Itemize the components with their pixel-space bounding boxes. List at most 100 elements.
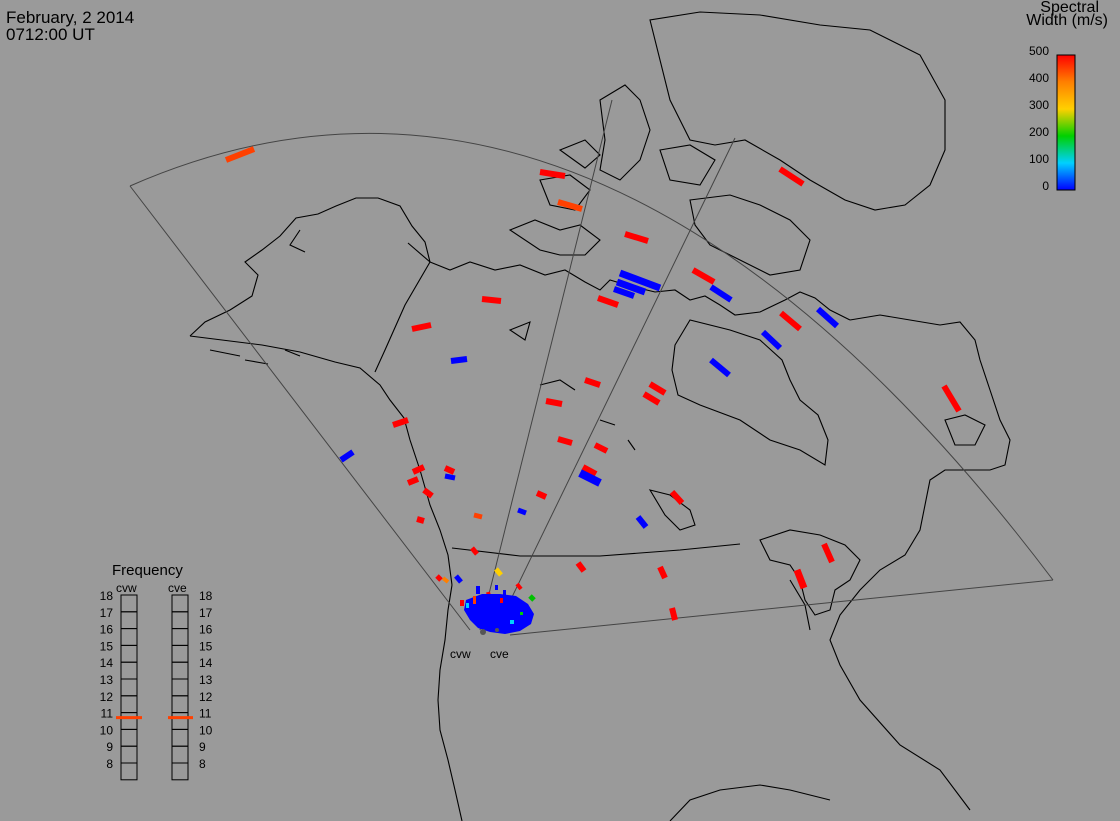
echo-blue (339, 449, 355, 463)
scale-title-line1: Spectral (1040, 0, 1099, 16)
echo-red (597, 295, 619, 308)
cve-site-label: cve (490, 647, 509, 661)
cvw-site-label: cvw (450, 647, 471, 661)
cve-site-marker (495, 628, 499, 632)
time-label: 0712:00 UT (6, 25, 95, 44)
frequency-radar-cve: cve (168, 581, 187, 595)
fov-left-edge (129, 185, 471, 631)
frequency-level-label: 13 (199, 673, 213, 687)
inland-lakes (539, 379, 696, 531)
us-west-coast (437, 584, 463, 821)
frequency-cell (171, 695, 189, 714)
frequency-cell (171, 728, 189, 747)
cve-boundary (494, 137, 736, 633)
scale-tick-0: 0 (1042, 179, 1049, 193)
alaska-islands (209, 229, 306, 365)
echo-red (691, 267, 716, 285)
frequency-level-label: 15 (100, 639, 114, 653)
echo-blue (815, 306, 840, 329)
frequency-cell (120, 728, 138, 747)
frequency-cell (120, 712, 138, 730)
echo-red (515, 582, 523, 591)
frequency-level-label: 17 (100, 606, 114, 620)
frequency-panel: Frequency cvw cve 18 17 16 15 14 13 12 11 10 9 8 1… (100, 562, 213, 781)
echo-red (416, 516, 425, 524)
echo-layer (224, 146, 962, 621)
frequency-level-label: 16 (199, 623, 213, 637)
frequency-level-label: 12 (199, 690, 213, 704)
radar-fov (129, 99, 1054, 636)
fov-right-edge (509, 579, 1054, 636)
echo-orange (441, 576, 450, 584)
frequency-cell (120, 644, 138, 663)
us-mexico-coast (669, 784, 831, 821)
arctic-coast (429, 261, 851, 321)
cvw-site-marker (480, 629, 486, 635)
frequency-level-label: 8 (106, 757, 113, 771)
frequency-cell (171, 661, 189, 680)
frequency-labels-left: 18 17 16 15 14 13 12 11 10 9 8 (100, 589, 114, 771)
frequency-level-label: 18 (100, 589, 114, 603)
scatter-cell (460, 600, 464, 606)
frequency-cell (120, 594, 138, 613)
scatter-cell (503, 590, 506, 595)
echo-red (657, 565, 668, 580)
echo-blue (618, 269, 662, 292)
echo-blue (613, 286, 635, 299)
frequency-level-label: 10 (199, 723, 213, 737)
newfoundland (944, 414, 986, 446)
frequency-radar-cvw: cvw (116, 581, 137, 595)
frequency-cell (171, 644, 189, 663)
frequency-level-label: 15 (199, 639, 213, 653)
echo-red (648, 381, 667, 396)
date-label: February, 2 2014 (6, 8, 135, 27)
echo-red (581, 464, 598, 477)
scale-tick-500: 500 (1029, 44, 1049, 58)
echo-orange (224, 146, 256, 163)
echo-blue (709, 284, 733, 303)
scatter-cell (520, 612, 523, 615)
echo-red (779, 310, 802, 332)
frequency-level-label: 9 (199, 740, 206, 754)
frequency-cell (120, 678, 138, 697)
frequency-level-label: 10 (100, 723, 114, 737)
scatter-cell (495, 585, 498, 590)
echo-blue (635, 515, 649, 529)
frequency-cell (120, 611, 138, 630)
color-scale: 500 400 300 200 100 0 (1029, 44, 1076, 193)
echo-red (535, 490, 548, 500)
echo-red (821, 542, 835, 564)
echo-red (669, 607, 678, 621)
frequency-cell (120, 762, 138, 781)
echo-red (443, 465, 456, 475)
echo-red (669, 489, 685, 506)
echo-blue (709, 357, 731, 378)
near-range-scatter (460, 585, 534, 635)
echo-red (941, 384, 962, 413)
alaska-coast (189, 197, 453, 586)
near-range-blue-fan (464, 594, 534, 634)
echo-red (793, 568, 808, 590)
echo-red (470, 546, 479, 556)
echo-blue (578, 469, 602, 487)
frequency-level-label: 17 (199, 606, 213, 620)
echo-yellow (494, 567, 503, 577)
scale-tick-400: 400 (1029, 71, 1049, 85)
frequency-level-label: 14 (100, 656, 114, 670)
frequency-cell (171, 745, 189, 764)
east-coast (829, 314, 1011, 811)
us-canada-border (374, 242, 741, 557)
greenland-coast (649, 11, 946, 211)
scale-title-line2: Width (m/s) (1026, 12, 1108, 29)
frequency-level-label: 13 (100, 673, 114, 687)
color-scale-bar (1056, 54, 1076, 191)
scatter-cell (466, 603, 469, 608)
echo-red (642, 391, 661, 406)
echo-blue (517, 507, 527, 516)
frequency-level-label: 14 (199, 656, 213, 670)
arctic-islands (508, 84, 811, 341)
scatter-cell (510, 620, 514, 624)
echo-orange (557, 199, 583, 212)
frequency-title: Frequency (112, 562, 183, 579)
